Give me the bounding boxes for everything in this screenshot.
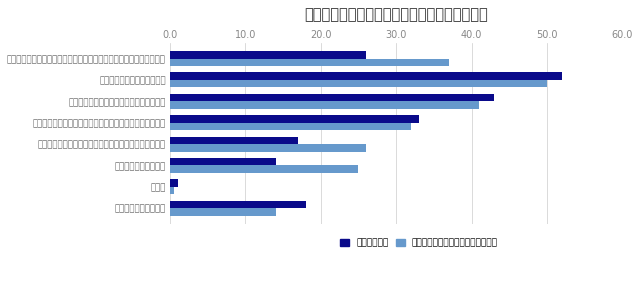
Bar bbox=[170, 187, 173, 194]
Bar bbox=[170, 123, 412, 130]
Title: 販促物制作後における課題をおえらびください: 販促物制作後における課題をおえらびください bbox=[304, 7, 488, 22]
Bar bbox=[170, 201, 306, 208]
Bar bbox=[170, 58, 449, 66]
Bar bbox=[170, 137, 298, 144]
Bar bbox=[170, 80, 547, 87]
Legend: 決裁のみ担当, 制作・進行担当（決裁者兼務含む）: 決裁のみ担当, 制作・進行担当（決裁者兼務含む） bbox=[337, 236, 500, 250]
Bar bbox=[170, 158, 276, 166]
Bar bbox=[170, 208, 276, 216]
Bar bbox=[170, 166, 358, 173]
Bar bbox=[170, 72, 562, 80]
Bar bbox=[170, 94, 494, 101]
Bar bbox=[170, 101, 479, 109]
Bar bbox=[170, 144, 366, 151]
Bar bbox=[170, 51, 366, 58]
Bar bbox=[170, 115, 419, 123]
Bar bbox=[170, 179, 177, 187]
